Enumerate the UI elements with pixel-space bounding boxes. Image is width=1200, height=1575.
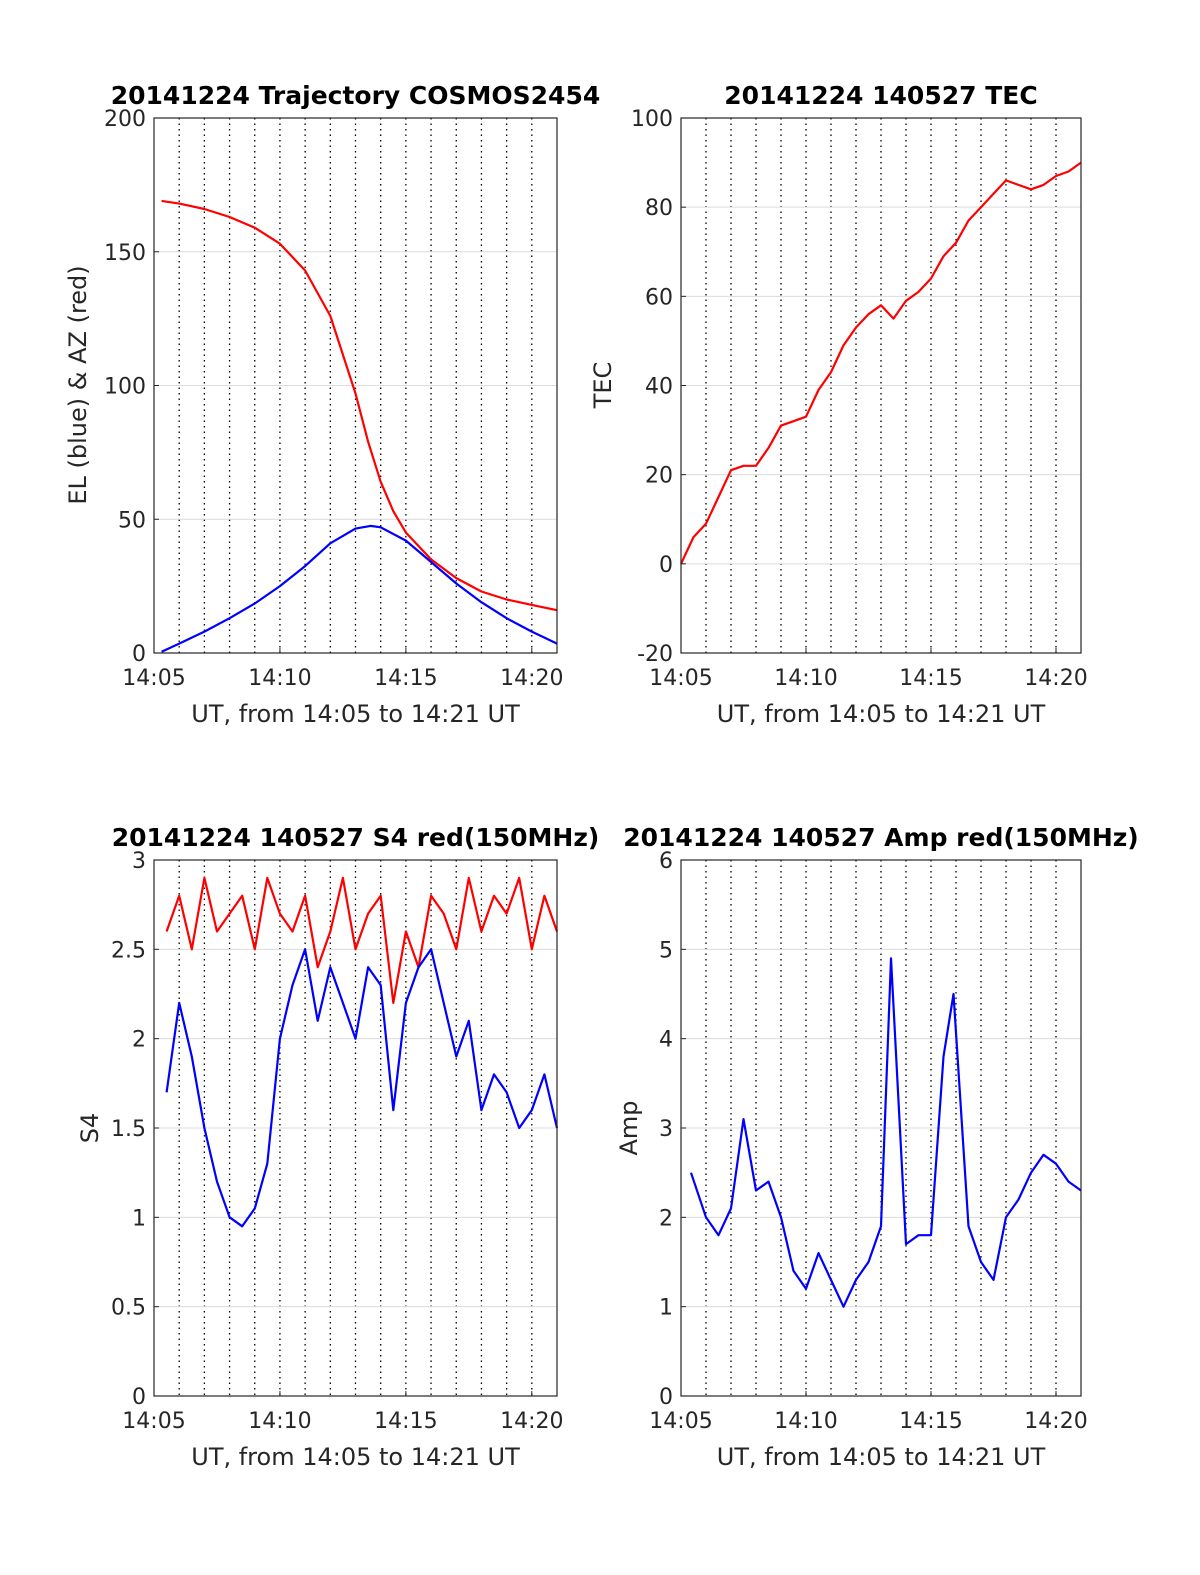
chart-title: 20141224 140527 Amp red(150MHz) xyxy=(623,823,1139,852)
x-tick-label: 14:20 xyxy=(1024,666,1087,691)
y-tick-label: 2 xyxy=(132,1028,146,1053)
y-tick-label: 0 xyxy=(132,1385,146,1410)
x-tick-label: 14:05 xyxy=(122,1409,185,1434)
x-tick-label: 14:05 xyxy=(649,666,712,691)
y-axis-label: EL (blue) & AZ (red) xyxy=(64,265,92,504)
x-tick-label: 14:10 xyxy=(248,666,311,691)
series-group xyxy=(165,876,559,1228)
y-tick-label: 0 xyxy=(132,642,146,667)
y-tick-label: 200 xyxy=(104,107,146,132)
y-axis-label: S4 xyxy=(76,1113,104,1144)
y-tick-label: 80 xyxy=(645,196,673,221)
y-axis-label: Amp xyxy=(615,1100,643,1155)
y-tick-label: 2 xyxy=(659,1206,673,1231)
tick-labels: 14:05 14:10 14:15 14:20 0 50 100 150 200 xyxy=(104,107,564,691)
x-tick-label: 14:20 xyxy=(500,666,563,691)
x-tick-label: 14:15 xyxy=(899,1409,962,1434)
x-tick-label: 14:10 xyxy=(774,666,837,691)
panel-amp: 14:05 14:10 14:15 14:20 0 1 2 3 4 5 6 20141224 140… xyxy=(615,823,1139,1471)
panel-tec: 14:05 14:10 14:15 14:20 -20 0 20 40 60 80 100 2014… xyxy=(589,81,1088,728)
x-tick-label: 14:15 xyxy=(899,666,962,691)
chart-title: 20141224 Trajectory COSMOS2454 xyxy=(111,81,601,110)
panel-s4: 14:05 14:10 14:15 14:20 0 0.5 1 1.5 2 2.5 3 201412… xyxy=(76,823,599,1471)
x-tick-label: 14:05 xyxy=(122,666,185,691)
tick-labels: 14:05 14:10 14:15 14:20 -20 0 20 40 60 80 100 xyxy=(631,107,1088,691)
tick-labels: 14:05 14:10 14:15 14:20 0 0.5 1 1.5 2 2.5 3 xyxy=(111,849,564,1434)
blue-series-line xyxy=(161,524,558,653)
x-tick-label: 14:20 xyxy=(500,1409,563,1434)
blue-series-line xyxy=(165,948,559,1228)
x-axis-label: UT, from 14:05 to 14:21 UT xyxy=(717,1443,1046,1471)
x-tick-label: 14:15 xyxy=(374,666,437,691)
chart-title: 20141224 140527 TEC xyxy=(724,81,1037,110)
x-tick-label: 14:10 xyxy=(248,1409,311,1434)
y-tick-label: -20 xyxy=(637,642,673,667)
x-tick-label: 14:10 xyxy=(774,1409,837,1434)
red-series-line xyxy=(165,876,559,1005)
x-axis-label: UT, from 14:05 to 14:21 UT xyxy=(717,700,1046,728)
y-tick-label: 0 xyxy=(659,1385,673,1410)
x-axis-label: UT, from 14:05 to 14:21 UT xyxy=(191,700,520,728)
y-tick-label: 150 xyxy=(104,241,146,266)
y-tick-label: 5 xyxy=(659,938,673,963)
grid xyxy=(681,859,1081,1397)
x-tick-label: 14:15 xyxy=(374,1409,437,1434)
y-tick-label: 3 xyxy=(132,849,146,874)
series-group xyxy=(161,199,558,653)
panel-trajectory: 14:05 14:10 14:15 14:20 0 50 100 150 200 2014122… xyxy=(64,81,600,728)
y-tick-label: 6 xyxy=(659,849,673,874)
grid xyxy=(681,117,1081,654)
y-tick-label: 0.5 xyxy=(111,1296,146,1321)
chart-title: 20141224 140527 S4 red(150MHz) xyxy=(112,823,600,852)
y-tick-label: 2.5 xyxy=(111,938,146,963)
y-tick-label: 60 xyxy=(645,285,673,310)
y-tick-label: 100 xyxy=(104,375,146,400)
y-tick-label: 1 xyxy=(659,1296,673,1321)
series-group xyxy=(680,161,1082,565)
y-tick-label: 20 xyxy=(645,464,673,489)
x-tick-label: 14:20 xyxy=(1024,1409,1087,1434)
red-series-line xyxy=(161,199,558,612)
y-tick-label: 1 xyxy=(132,1206,146,1231)
y-tick-label: 1.5 xyxy=(111,1117,146,1142)
series-group xyxy=(689,957,1082,1308)
y-tick-label: 0 xyxy=(659,553,673,578)
y-tick-label: 40 xyxy=(645,375,673,400)
tick-labels: 14:05 14:10 14:15 14:20 0 1 2 3 4 5 6 xyxy=(649,849,1087,1434)
x-tick-label: 14:05 xyxy=(649,1409,712,1434)
y-axis-label: TEC xyxy=(589,362,617,410)
red-series-line xyxy=(680,161,1082,565)
y-tick-label: 50 xyxy=(118,508,146,533)
y-tick-label: 100 xyxy=(631,107,673,132)
y-tick-label: 4 xyxy=(659,1028,673,1053)
y-tick-label: 3 xyxy=(659,1117,673,1142)
blue-series-line xyxy=(689,957,1082,1308)
x-axis-label: UT, from 14:05 to 14:21 UT xyxy=(191,1443,520,1471)
